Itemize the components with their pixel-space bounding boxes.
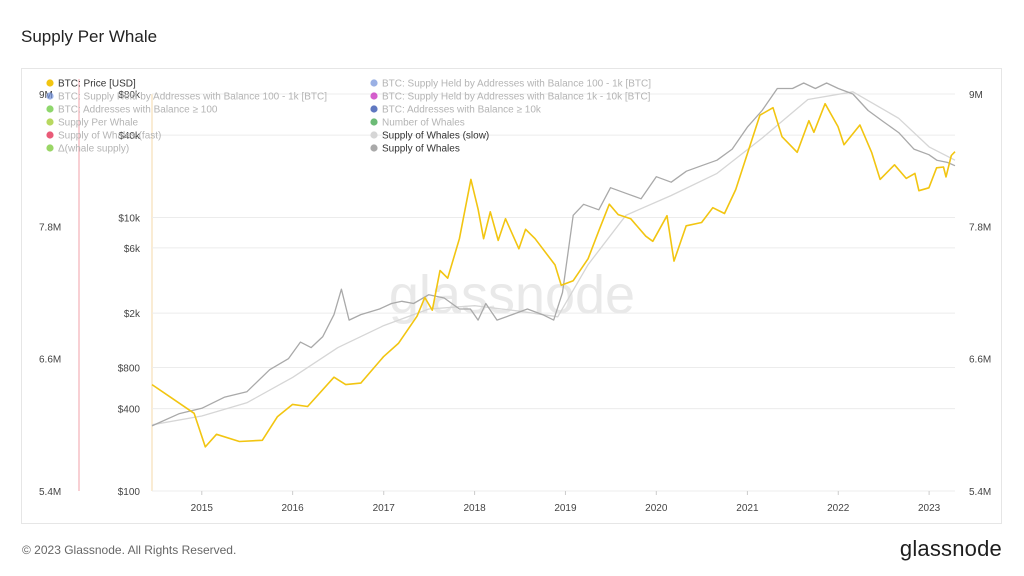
x-tick-label: 2020 (645, 503, 668, 514)
x-tick-label: 2017 (373, 503, 396, 514)
legend-swatch (370, 105, 378, 113)
legend-item[interactable]: Number of Whales (370, 118, 465, 129)
legend-item[interactable]: BTC: Supply Held by Addresses with Balan… (370, 79, 651, 90)
legend-label: Supply of Whales (382, 144, 460, 155)
y-left-tick-label: $10k (118, 213, 141, 224)
y-outer-left-tick-label: 6.6M (39, 355, 61, 366)
legend-swatch (370, 79, 378, 87)
legend-label: BTC: Supply Held by Addresses with Balan… (58, 92, 327, 103)
legend-item[interactable]: BTC: Addresses with Balance ≥ 10k (370, 105, 542, 116)
y-left-tick-label: $6k (124, 244, 141, 255)
legend-label: BTC: Addresses with Balance ≥ 100 (58, 105, 218, 116)
page-title: Supply Per Whale (21, 27, 158, 46)
legend-label: BTC: Supply Held by Addresses with Balan… (382, 79, 651, 90)
chart-frame: glassnode $100 $400 $800 $2k $6k $10k $40k $80k… (21, 68, 1002, 524)
grid-lines (78, 79, 955, 495)
y-right-tick-label: 7.8M (969, 222, 991, 233)
legend-swatch (46, 92, 54, 100)
y-outer-left-tick-label: 9M (39, 90, 53, 101)
brand-logo[interactable]: glassnode (899, 536, 1002, 561)
series-lines (151, 82, 956, 448)
x-tick-label: 2018 (463, 503, 486, 514)
y-left-tick-label: $2k (124, 309, 141, 320)
series-line-btc-price-usd (151, 102, 956, 448)
legend-label: BTC: Price [USD] (58, 79, 136, 90)
legend-item[interactable]: BTC: Supply Held by Addresses with Balan… (370, 92, 651, 103)
x-tick-label: 2016 (282, 503, 305, 514)
x-tick-label: 2019 (554, 503, 577, 514)
legend-label: Number of Whales (382, 118, 465, 129)
legend-label: Δ(whale supply) (58, 144, 129, 155)
legend-swatch (370, 144, 378, 152)
legend-swatch (46, 105, 54, 113)
legend-item[interactable]: BTC: Addresses with Balance ≥ 100 (46, 105, 218, 116)
x-tick-label: 2023 (918, 503, 941, 514)
y-outer-left-tick-label: 7.8M (39, 222, 61, 233)
legend-label: BTC: Addresses with Balance ≥ 10k (382, 105, 542, 116)
legend-item[interactable]: BTC: Supply Held by Addresses with Balan… (46, 92, 327, 103)
y-outer-left-tick-label: 5.4M (39, 487, 61, 498)
legend-item[interactable]: Supply of Whales (370, 144, 460, 155)
legend-swatch (370, 118, 378, 126)
y-left-tick-label: $80k (118, 90, 141, 101)
y-right-tick-label: 5.4M (969, 487, 991, 498)
y-right-tick-label: 9M (969, 90, 983, 101)
legend-swatch (46, 144, 54, 152)
watermark: glassnode (389, 265, 635, 325)
legend-swatch (46, 131, 54, 139)
legend-swatch (370, 131, 378, 139)
y-left-tick-label: $800 (118, 364, 141, 375)
x-tick-label: 2015 (191, 503, 214, 514)
legend-label: Supply of Whales (slow) (382, 131, 489, 142)
legend-label: Supply Per Whale (58, 118, 138, 129)
legend-item[interactable]: Δ(whale supply) (46, 144, 129, 155)
legend-label: BTC: Supply Held by Addresses with Balan… (382, 92, 651, 103)
x-tick-label: 2021 (736, 503, 759, 514)
series-line-supply-of-whales (151, 82, 956, 427)
axis-ticks: $100 $400 $800 $2k $6k $10k $40k $80k 5.4M 6.6M 7.… (39, 90, 991, 514)
legend-item[interactable]: Supply of Whales (fast) (46, 131, 161, 142)
x-tick-label: 2022 (827, 503, 850, 514)
legend-label: Supply of Whales (fast) (58, 131, 161, 142)
legend-swatch (370, 92, 378, 100)
series-line-supply-of-whales-slow (151, 91, 956, 426)
legend: BTC: Price [USD] BTC: Supply Held by Addr… (46, 79, 651, 155)
y-left-tick-label: $40k (118, 131, 141, 142)
legend-swatch (46, 79, 54, 87)
legend-item[interactable]: Supply of Whales (slow) (370, 131, 489, 142)
y-left-tick-label: $400 (118, 405, 141, 416)
chart-svg: glassnode $100 $400 $800 $2k $6k $10k $40k $80k… (39, 79, 991, 515)
y-right-tick-label: 6.6M (969, 355, 991, 366)
legend-item[interactable]: BTC: Price [USD] (46, 79, 136, 90)
footer-copyright: © 2023 Glassnode. All Rights Reserved. (22, 543, 237, 557)
legend-swatch (46, 118, 54, 126)
y-left-tick-label: $100 (118, 487, 141, 498)
legend-item[interactable]: Supply Per Whale (46, 118, 138, 129)
